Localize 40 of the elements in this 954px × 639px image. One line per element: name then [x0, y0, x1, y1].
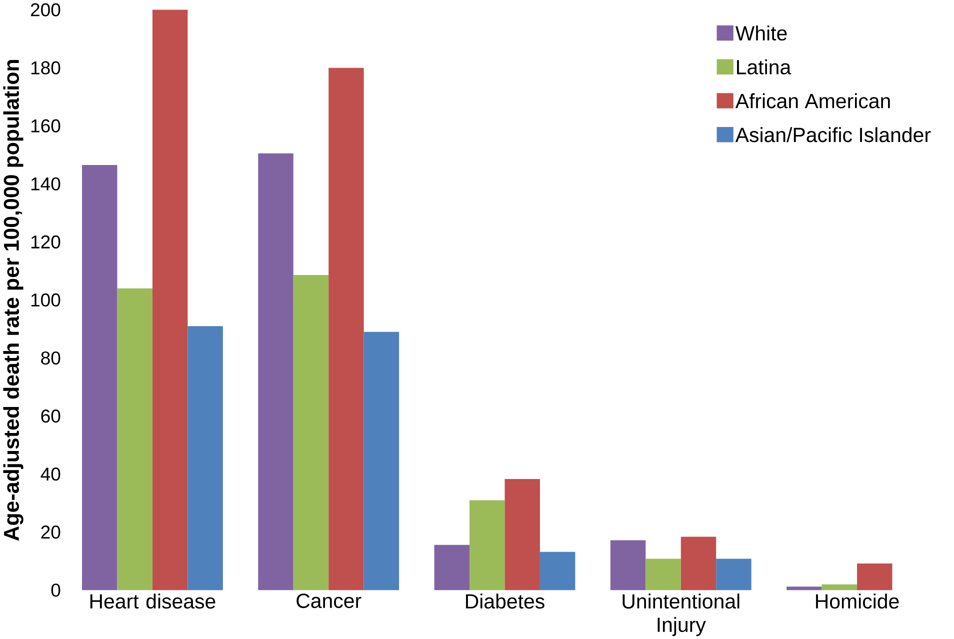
bar: [117, 288, 152, 590]
bar: [188, 326, 223, 590]
y-tick-label: 80: [41, 351, 60, 364]
bar: [293, 274, 329, 590]
legend-label: White: [735, 25, 787, 40]
bar: [857, 563, 892, 590]
y-tick-label: 0: [51, 583, 60, 597]
bar: [504, 478, 540, 590]
bar: [822, 584, 858, 590]
y-tick-label: 160: [31, 119, 60, 132]
bar: [364, 332, 400, 590]
x-tick-label: Diabetes: [466, 593, 544, 608]
x-tick-label: Unintentional Injury: [622, 593, 740, 636]
x-tick-label: Heart disease: [90, 593, 216, 608]
bar: [680, 536, 716, 590]
y-tick-label: 20: [41, 525, 60, 539]
bar: [610, 540, 646, 590]
bar: [540, 552, 576, 590]
y-axis-title: Age-adjusted death rate per 100,000 population: [3, 60, 24, 541]
bar: [434, 544, 470, 590]
bar: [646, 558, 681, 590]
bar: [82, 164, 118, 590]
legend-label: Latina: [737, 59, 792, 74]
y-tick-label: 100: [31, 293, 60, 306]
bar: [470, 500, 505, 590]
bar: [152, 10, 188, 590]
legend-label: Asian/Pacific Islander: [735, 127, 931, 142]
y-tick-label: 60: [41, 409, 60, 422]
y-tick-label: 40: [40, 467, 60, 480]
legend-label: African American: [735, 93, 890, 108]
bar: [716, 558, 752, 590]
y-tick-label: 200: [30, 3, 60, 16]
bar: [328, 68, 364, 590]
x-tick-label: Homicide: [816, 593, 899, 608]
y-tick-label: 180: [31, 61, 60, 74]
x-tick-label: Cancer: [296, 593, 362, 608]
bar: [786, 586, 822, 590]
bar: [258, 153, 294, 590]
y-tick-label: 140: [31, 177, 60, 190]
y-tick-label: 120: [31, 235, 60, 248]
